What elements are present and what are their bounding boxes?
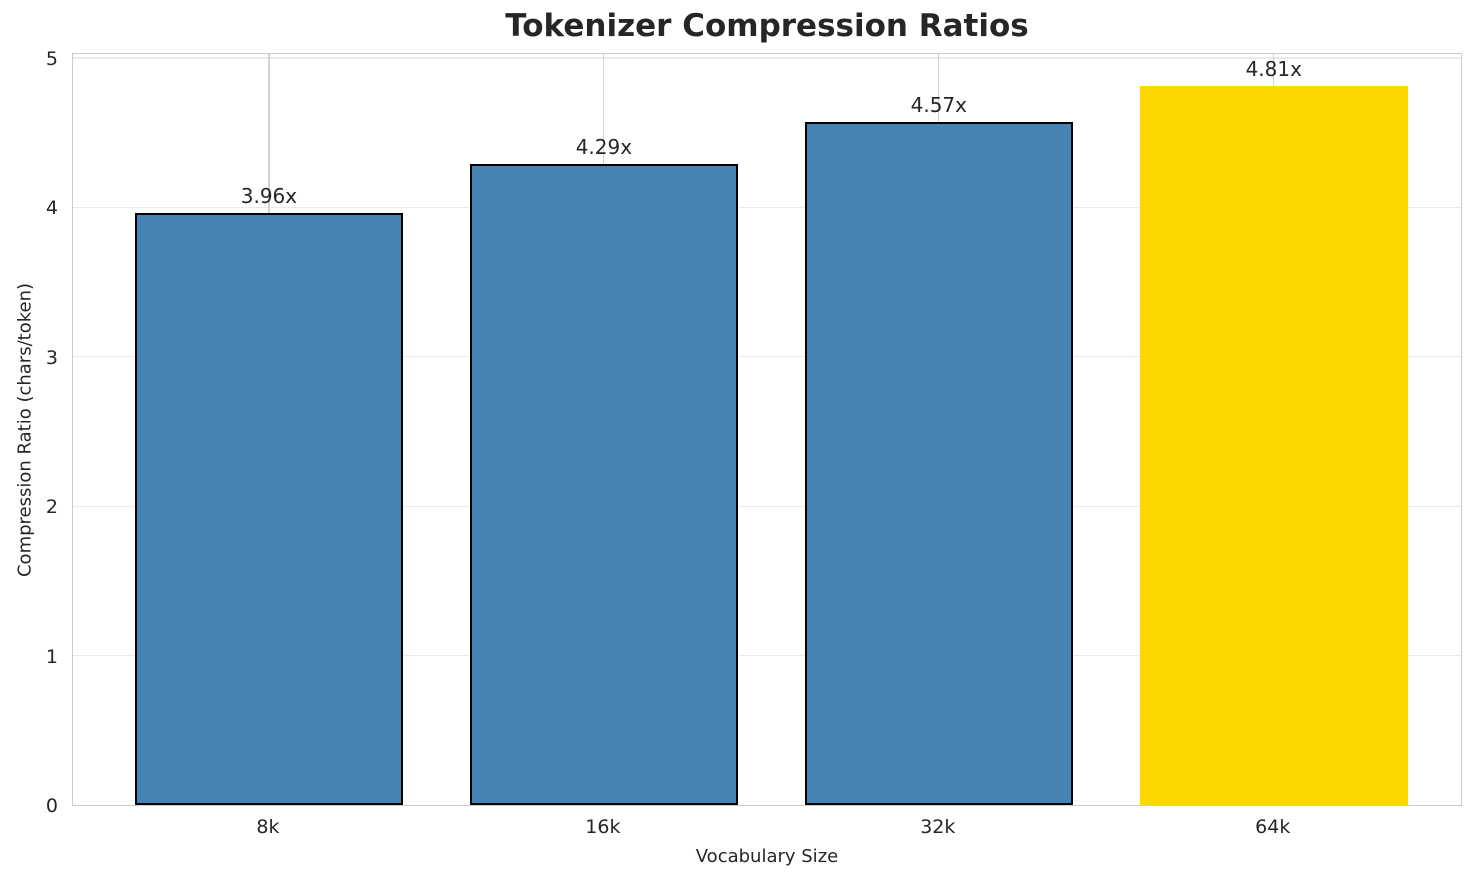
y-tick-label: 4 (45, 197, 58, 220)
y-axis-label: Compression Ratio (chars/token) (14, 282, 36, 578)
bar-value-label: 4.29x (575, 135, 633, 160)
x-tick-label: 64k (1255, 816, 1291, 838)
bar-value-label: 3.96x (240, 184, 298, 209)
y-tick-label: 3 (45, 346, 58, 369)
y-tick-label: 5 (45, 47, 58, 70)
bar-value-label: 4.57x (910, 93, 967, 118)
horizontal-gridline (73, 655, 1461, 657)
y-tick-label: 1 (45, 645, 58, 668)
plot-area: 3.96x 4.29x 4.57x 4.81x (72, 53, 1462, 806)
bar-16k (469, 164, 738, 805)
bar-value-label: 4.81x (1245, 57, 1302, 82)
horizontal-gridline (73, 206, 1461, 208)
bar-8k (134, 213, 403, 805)
horizontal-gridline (73, 505, 1461, 507)
chart-title: Tokenizer Compression Ratios (505, 8, 1029, 44)
y-tick-label: 0 (45, 795, 58, 817)
bar-32k (804, 122, 1073, 805)
x-tick-label: 32k (920, 816, 956, 838)
horizontal-gridline (73, 356, 1461, 358)
horizontal-gridline (73, 57, 1461, 59)
x-tick-label: 16k (585, 816, 621, 838)
y-tick-label: 2 (45, 496, 58, 519)
x-tick-label: 8k (256, 816, 280, 838)
x-axis-label: Vocabulary Size (695, 846, 839, 867)
bar-64k (1139, 86, 1408, 805)
